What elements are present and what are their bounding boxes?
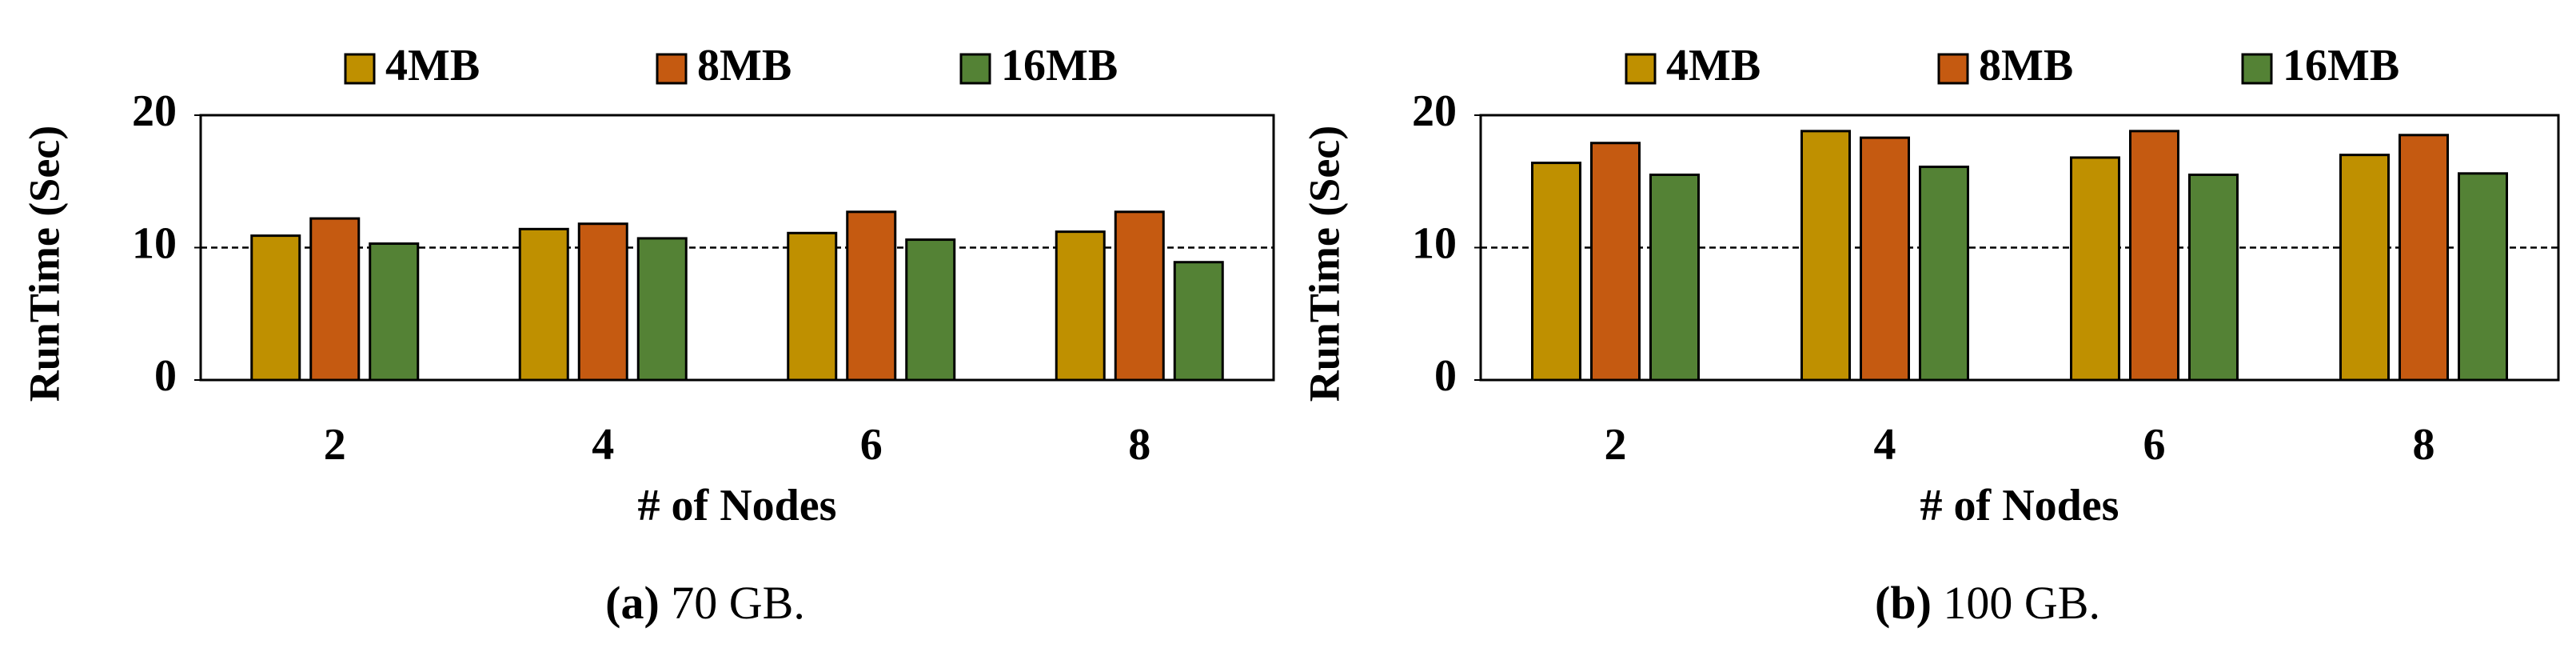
bar [2399,134,2449,382]
bar [1919,166,1969,382]
chart: 0 10 20 2 4 6 8 4MB 8MB 16MB RunTime (Sec) # of Nod… [1300,41,2560,629]
bar [518,227,569,382]
x-tick-label: 2 [1605,420,1627,470]
x-tick-label: 6 [2143,420,2166,470]
x-axis-label: # of Nodes [1920,481,2119,530]
y-tick-label: 10 [1412,218,1457,268]
y-axis-label: RunTime (Sec) [1300,126,1348,402]
bar [2339,154,2390,382]
plot-frame [1479,114,2560,382]
bar [369,242,420,382]
legend-label: 4MB [1666,41,1761,90]
bar [1055,230,1106,382]
legend-swatch [959,53,991,85]
legend-swatch [656,53,688,85]
chart: 0 10 20 2 4 6 8 4MB 8MB 16MB RunTime (Sec) # of Nod… [20,41,1275,629]
bar [250,234,301,382]
legend-label: 16MB [2283,41,2399,90]
bar [1860,136,1910,382]
bar [1800,130,1851,382]
legend-label: 8MB [1979,41,2073,90]
plot-frame [199,114,1275,382]
bar [577,222,628,382]
bar [1649,173,1700,382]
y-axis-label: RunTime (Sec) [20,126,68,402]
bar [787,231,838,382]
y-tick-label: 0 [1434,351,1457,401]
legend-label: 4MB [385,41,480,90]
legend-swatch [1625,53,1657,85]
caption: (a) 70 GB. [605,577,805,629]
bar [636,237,688,382]
x-tick-label: 8 [1128,420,1150,470]
caption-label: (a) [605,577,660,629]
x-tick-label: 2 [324,420,346,470]
bar [2188,173,2239,382]
y-tick-label: 20 [132,86,177,136]
x-tick-label: 4 [1874,420,1896,470]
bar [2070,156,2120,382]
x-tick-label: 6 [860,420,883,470]
legend-swatch [1937,53,1969,85]
bar [1531,162,1581,382]
x-tick-label: 4 [592,420,614,470]
bar [905,238,956,382]
caption: (b) 100 GB. [1875,577,2100,629]
y-tick-label: 0 [154,351,177,401]
bar [2458,172,2508,382]
bar [2129,130,2179,382]
x-tick-label: 8 [2413,420,2435,470]
bar [309,217,361,382]
legend-swatch [2241,53,2273,85]
legend-label: 8MB [697,41,792,90]
x-axis-label: # of Nodes [638,481,837,530]
caption-label: (b) [1875,577,1932,629]
caption-text: 100 GB. [1943,577,2100,629]
y-tick-label: 10 [132,218,177,268]
legend-swatch [344,53,376,85]
bar [1114,210,1165,382]
bar [1173,261,1224,382]
caption-text: 70 GB. [671,577,805,629]
legend-label: 16MB [1001,41,1118,90]
bar [846,210,897,382]
y-tick-label: 20 [1412,86,1457,136]
bar [1590,142,1641,382]
